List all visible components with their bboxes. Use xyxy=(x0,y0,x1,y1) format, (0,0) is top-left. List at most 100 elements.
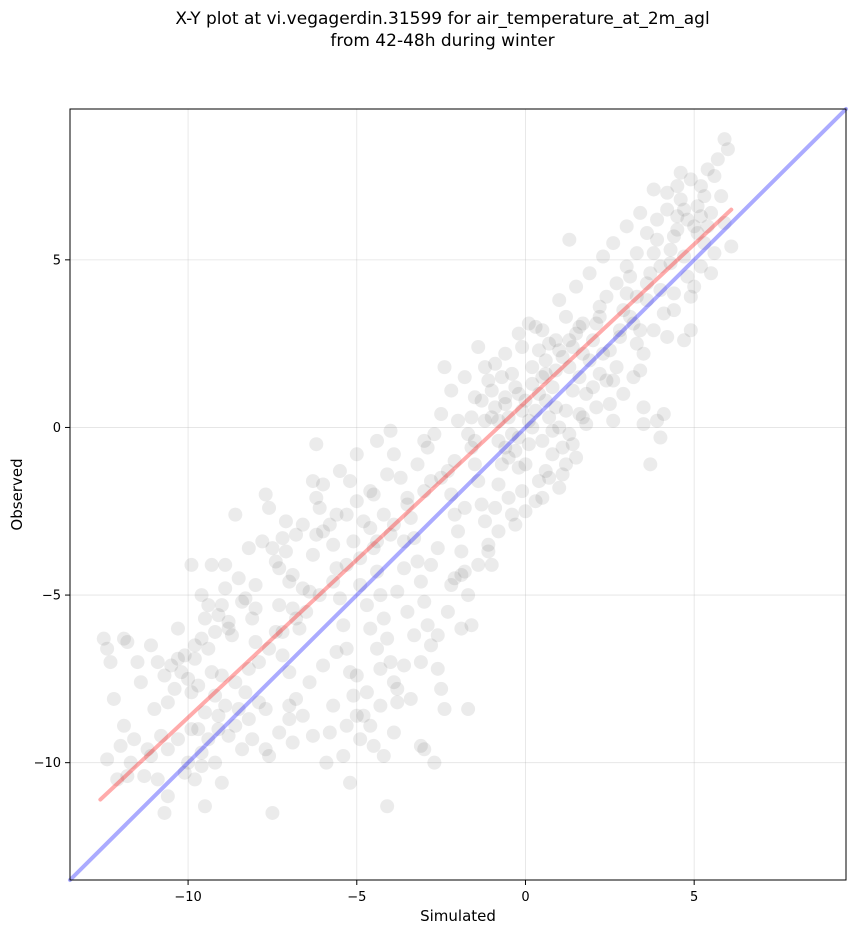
scatter-point xyxy=(639,276,654,291)
scatter-point xyxy=(700,162,715,177)
chart-title-line-1: X-Y plot at vi.vegagerdin.31599 for air_… xyxy=(175,9,710,29)
scatter-point xyxy=(575,410,590,425)
scatter-point xyxy=(697,236,712,251)
scatter-point xyxy=(650,413,665,428)
x-tick-label: −10 xyxy=(174,890,201,905)
scatter-point xyxy=(569,450,584,465)
scatter-point xyxy=(133,675,148,690)
scatter-point xyxy=(511,386,526,401)
scatter-point xyxy=(251,655,266,670)
scatter-point xyxy=(363,484,378,499)
scatter-point xyxy=(626,316,641,331)
scatter-point xyxy=(130,655,145,670)
scatter-point xyxy=(275,531,290,546)
scatter-point xyxy=(639,293,654,308)
scatter-point xyxy=(137,769,152,784)
scatter-point xyxy=(393,470,408,485)
scatter-point xyxy=(579,386,594,401)
scatter-point xyxy=(687,279,702,294)
scatter-point xyxy=(241,661,256,676)
scatter-point xyxy=(596,249,611,264)
scatter-point xyxy=(501,490,516,505)
scatter-point xyxy=(272,561,287,576)
scatter-point xyxy=(295,708,310,723)
scatter-point xyxy=(157,805,172,820)
scatter-point xyxy=(410,554,425,569)
scatter-point xyxy=(717,132,732,147)
scatter-point xyxy=(488,400,503,415)
scatter-point xyxy=(548,400,563,415)
scatter-point xyxy=(542,470,557,485)
scatter-point xyxy=(218,557,233,572)
scatter-point xyxy=(457,500,472,515)
scatter-point xyxy=(720,142,735,157)
scatter-point xyxy=(221,728,236,743)
scatter-point xyxy=(386,725,401,740)
scatter-point xyxy=(417,433,432,448)
scatter-point xyxy=(609,276,624,291)
scatter-point xyxy=(444,487,459,502)
scatter-point xyxy=(704,205,719,220)
scatter-point xyxy=(572,319,587,334)
scatter-point xyxy=(582,266,597,281)
scatter-point xyxy=(670,179,685,194)
scatter-point xyxy=(666,286,681,301)
scatter-point xyxy=(187,772,202,787)
scatter-point xyxy=(110,772,125,787)
scatter-point xyxy=(309,490,324,505)
scatter-point xyxy=(349,447,364,462)
scatter-point xyxy=(467,433,482,448)
scatter-point xyxy=(106,691,121,706)
scatter-point xyxy=(275,624,290,639)
scatter-point xyxy=(528,319,543,334)
scatter-point xyxy=(690,226,705,241)
scatter-point xyxy=(147,702,162,717)
scatter-point xyxy=(491,433,506,448)
scatter-point xyxy=(542,410,557,425)
scatter-point xyxy=(282,698,297,713)
scatter-point xyxy=(434,681,449,696)
scatter-point xyxy=(572,407,587,422)
scatter-point xyxy=(262,641,277,656)
scatter-point xyxy=(477,514,492,529)
scatter-point xyxy=(660,329,675,344)
scatter-point xyxy=(265,805,280,820)
scatter-point xyxy=(501,410,516,425)
scatter-point xyxy=(255,534,270,549)
scatter-point xyxy=(366,487,381,502)
scatter-point xyxy=(262,748,277,763)
scatter-point xyxy=(181,755,196,770)
scatter-point xyxy=(467,457,482,472)
scatter-point xyxy=(592,299,607,314)
scatter-point xyxy=(508,380,523,395)
scatter-point xyxy=(693,209,708,224)
scatter-point xyxy=(285,567,300,582)
scatter-point xyxy=(558,403,573,418)
scatter-point xyxy=(339,641,354,656)
scatter-point xyxy=(268,554,283,569)
scatter-point xyxy=(589,316,604,331)
scatter-point xyxy=(143,748,158,763)
scatter-point xyxy=(376,507,391,522)
chart-title: X-Y plot at vi.vegagerdin.31599 for air_… xyxy=(0,8,854,52)
scatter-point xyxy=(386,675,401,690)
scatter-point xyxy=(329,507,344,522)
scatter-point xyxy=(309,527,324,542)
scatter-point xyxy=(312,588,327,603)
scatter-point xyxy=(197,705,212,720)
scatter-point xyxy=(677,249,692,264)
scatter-point xyxy=(302,584,317,599)
scatter-point xyxy=(373,661,388,676)
scatter-point xyxy=(356,708,371,723)
scatter-point xyxy=(552,343,567,358)
identity-line xyxy=(68,107,848,882)
scatter-point xyxy=(356,514,371,529)
scatter-point xyxy=(238,685,253,700)
scatter-point xyxy=(555,467,570,482)
scatter-point xyxy=(376,611,391,626)
scatter-point xyxy=(170,621,185,636)
scatter-point xyxy=(353,551,368,566)
scatter-point xyxy=(228,718,243,733)
scatter-point xyxy=(538,464,553,479)
scatter-point xyxy=(639,226,654,241)
